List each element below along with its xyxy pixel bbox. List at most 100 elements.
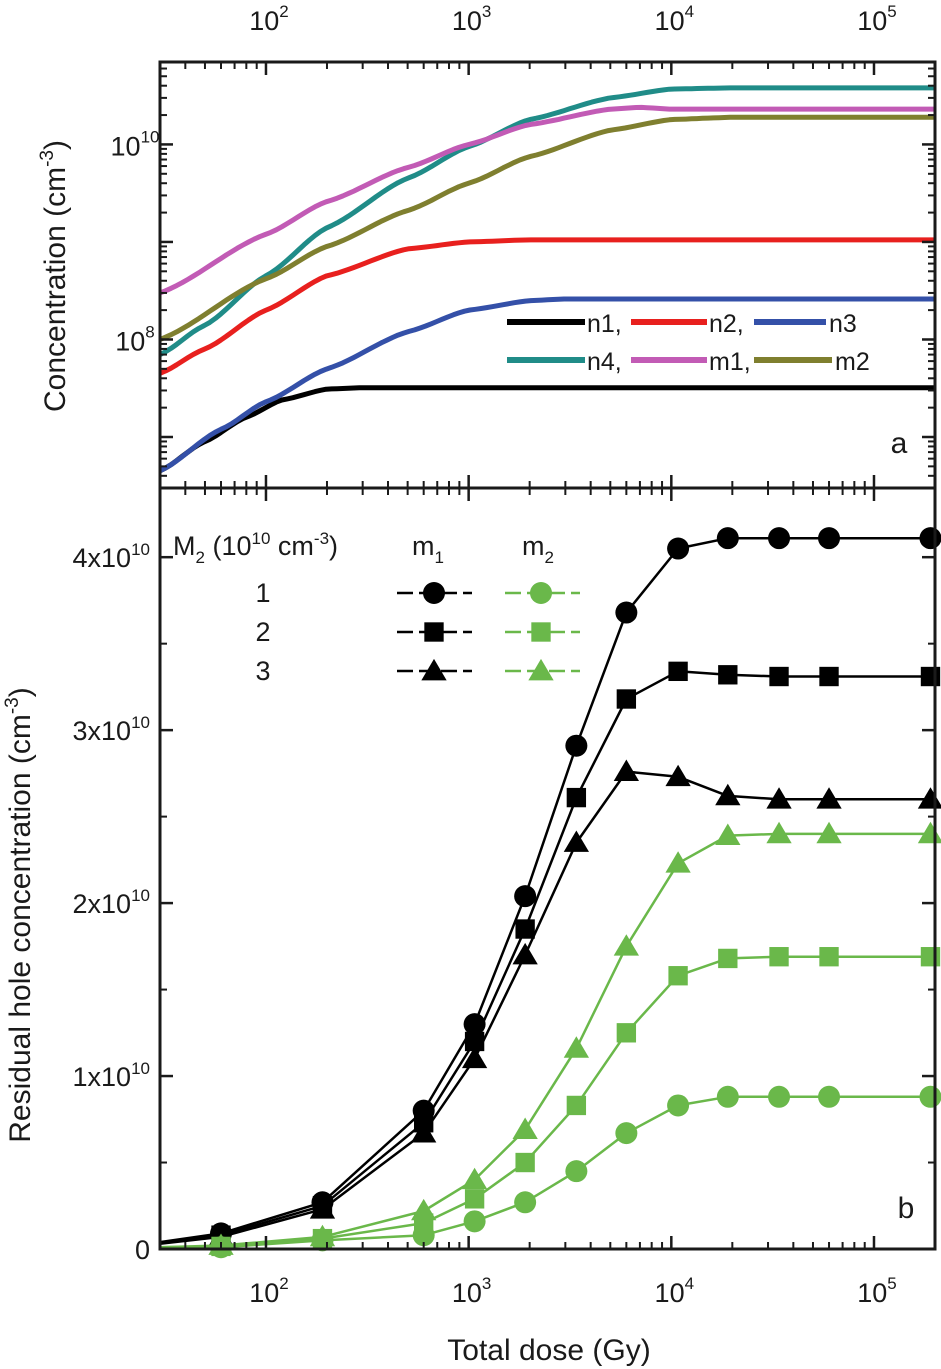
panel-a-ylabel: Concentration (cm-3) bbox=[37, 140, 72, 412]
data-point-triangle bbox=[512, 942, 538, 965]
panel-a-series-layer bbox=[158, 85, 935, 474]
data-point-triangle bbox=[766, 787, 792, 809]
data-point-triangle bbox=[816, 787, 842, 809]
data-point-square bbox=[515, 1152, 535, 1173]
panel-b: 102 103 104 105 0 1x1010 2x1010 3x1010 4x1010 M… bbox=[2, 488, 941, 1367]
legend-col-m2: m2 bbox=[522, 531, 554, 567]
data-point-square bbox=[769, 666, 789, 687]
data-point-square bbox=[616, 1023, 637, 1043]
y-tick-label-a: 1010 bbox=[111, 127, 160, 161]
legend-label-n3: n3 bbox=[829, 310, 857, 338]
panel-b-legend: M2 (1010 cm-3) m1 m2 1 2 3 bbox=[173, 529, 580, 686]
panel-b-y-tick-labels: 0 1x1010 2x1010 3x1010 4x1010 bbox=[73, 540, 150, 1265]
data-point-triangle bbox=[766, 821, 792, 844]
y-tick-label-b: 1x1010 bbox=[73, 1059, 150, 1092]
data-point-square bbox=[616, 689, 637, 709]
legend-label-n2: n2, bbox=[709, 310, 744, 338]
panel-b-xlabel: Total dose (Gy) bbox=[447, 1334, 650, 1367]
data-point-triangle bbox=[309, 1197, 336, 1219]
y-tick-label-b: 2x1010 bbox=[73, 886, 150, 919]
y-tick-label-b: 0 bbox=[135, 1235, 150, 1265]
x-tick-label-top: 105 bbox=[857, 2, 897, 36]
data-point-circle bbox=[565, 734, 588, 757]
data-point-circle bbox=[768, 1085, 791, 1108]
data-point-square bbox=[920, 947, 941, 967]
data-point-circle bbox=[463, 1210, 486, 1233]
x-tick-label-bottom: 103 bbox=[452, 1274, 492, 1308]
data-point-circle bbox=[919, 1085, 941, 1108]
data-point-triangle bbox=[613, 934, 640, 956]
data-point-triangle bbox=[528, 658, 554, 681]
series-line-b-2 bbox=[159, 770, 931, 1246]
data-point-circle bbox=[423, 582, 445, 604]
legend-row-1: 1 bbox=[255, 578, 270, 608]
data-point-square bbox=[819, 947, 839, 967]
series-line-n1 bbox=[158, 385, 935, 474]
series-line-n3 bbox=[158, 296, 935, 474]
data-point-triangle bbox=[309, 1224, 336, 1247]
x-tick-label-top: 103 bbox=[452, 2, 492, 36]
legend-label-m1: m1, bbox=[709, 348, 751, 376]
series-line-b-4 bbox=[159, 955, 931, 1249]
panel-a-label: a bbox=[891, 427, 908, 460]
panel-b-frame bbox=[158, 486, 937, 1251]
data-point-circle bbox=[514, 1191, 537, 1214]
legend-label-m2: m2 bbox=[835, 348, 870, 376]
data-point-circle bbox=[818, 527, 841, 550]
panel-a: 102 103 104 105 108 1010 n1, n2, n3 n4, m1, … bbox=[37, 2, 936, 489]
data-point-circle bbox=[615, 1122, 638, 1145]
data-point-square bbox=[819, 666, 839, 687]
data-point-triangle bbox=[665, 764, 691, 787]
data-point-triangle bbox=[917, 787, 941, 809]
data-point-square bbox=[718, 665, 738, 685]
data-point-square bbox=[424, 622, 444, 642]
x-tick-label-bottom: 105 bbox=[857, 1274, 897, 1308]
data-point-circle bbox=[667, 1094, 690, 1117]
x-tick-label-bottom: 102 bbox=[249, 1274, 289, 1308]
data-point-triangle bbox=[917, 821, 941, 844]
data-point-circle bbox=[530, 582, 552, 604]
data-point-circle bbox=[716, 1085, 739, 1108]
data-point-circle bbox=[818, 1085, 841, 1108]
data-point-square bbox=[920, 666, 941, 687]
series-line-m1 bbox=[159, 104, 935, 296]
panel-a-legend: n1, n2, n3 n4, m1, m2 bbox=[507, 310, 870, 376]
panel-b-ticks bbox=[159, 488, 936, 1251]
data-point-square bbox=[668, 966, 688, 986]
y-tick-label-b: 3x1010 bbox=[73, 713, 150, 746]
data-point-square bbox=[531, 622, 551, 642]
data-point-circle bbox=[615, 601, 638, 624]
data-point-square bbox=[566, 787, 587, 808]
panel-b-series-layer bbox=[159, 527, 941, 1259]
legend-marks bbox=[397, 582, 580, 681]
legend-label-n1: n1, bbox=[587, 310, 622, 338]
panel-b-label: b bbox=[898, 1192, 915, 1225]
panel-b-ylabel: Residual hole concentration (cm-3) bbox=[2, 687, 37, 1142]
data-point-triangle bbox=[816, 821, 842, 844]
data-point-square bbox=[668, 661, 688, 682]
data-point-square bbox=[566, 1095, 587, 1116]
data-point-circle bbox=[716, 527, 739, 550]
data-point-triangle bbox=[411, 1198, 437, 1221]
data-point-square bbox=[515, 919, 535, 939]
data-point-triangle bbox=[715, 783, 741, 806]
x-tick-label-top: 102 bbox=[249, 2, 289, 36]
data-point-triangle bbox=[563, 830, 590, 852]
legend-row-3: 3 bbox=[255, 656, 270, 686]
series-line-m2 bbox=[159, 114, 935, 342]
series-line-b-5 bbox=[159, 832, 931, 1249]
data-point-triangle bbox=[613, 759, 640, 781]
series-line-n2 bbox=[159, 237, 935, 376]
x-tick-label-top: 104 bbox=[655, 2, 695, 36]
data-point-circle bbox=[514, 885, 537, 908]
panel-a-top-tick-labels: 102 103 104 105 bbox=[249, 2, 897, 36]
legend-row-2: 2 bbox=[255, 617, 270, 647]
y-tick-label-b: 4x1010 bbox=[73, 540, 150, 573]
data-point-square bbox=[718, 948, 738, 969]
panel-b-x-tick-labels: 102 103 104 105 bbox=[249, 1274, 897, 1308]
data-point-square bbox=[769, 947, 789, 967]
data-point-square bbox=[464, 1189, 485, 1209]
data-point-triangle bbox=[421, 658, 447, 681]
series-line-b-0 bbox=[159, 536, 931, 1244]
